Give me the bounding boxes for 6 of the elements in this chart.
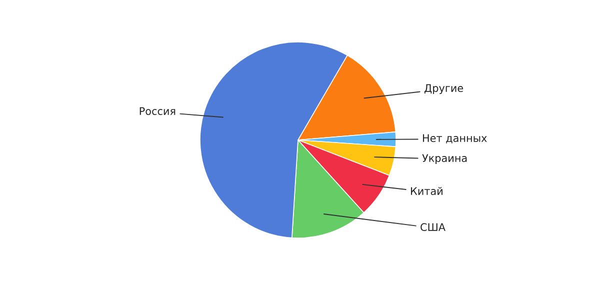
slice-label: Китай	[411, 187, 442, 196]
slice-label: США	[420, 223, 446, 232]
slice-label: Нет данных	[423, 134, 487, 144]
slice-label: Другие	[424, 84, 464, 94]
slice-label: Россия	[140, 107, 176, 116]
slice-label: Украина	[422, 154, 467, 164]
